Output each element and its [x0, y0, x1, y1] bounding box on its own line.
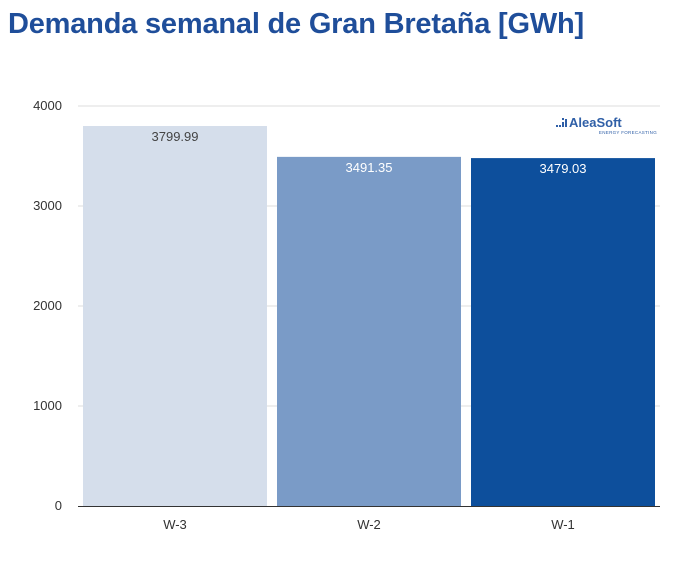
- bar-w-2: [277, 156, 461, 507]
- aleasoft-logo-tagline: ENERGY FORECASTING: [599, 130, 657, 135]
- data-label: 3799.99: [152, 129, 199, 144]
- bar-w-1: [471, 158, 655, 507]
- y-tick-label: 0: [55, 498, 62, 513]
- y-tick-label: 2000: [33, 298, 62, 313]
- x-axis-ticks: W-3 W-2 W-1: [163, 517, 575, 532]
- y-tick-label: 4000: [33, 98, 62, 113]
- bar-w-3: [83, 126, 267, 506]
- data-label: 3479.03: [540, 161, 587, 176]
- x-tick-label: W-2: [357, 517, 381, 532]
- y-tick-label: 3000: [33, 198, 62, 213]
- x-tick-label: W-1: [551, 517, 575, 532]
- chart-title: Demanda semanal de Gran Bretaña [GWh]: [8, 8, 584, 40]
- y-axis-ticks: 0 1000 2000 3000 4000: [33, 98, 62, 513]
- x-tick-label: W-3: [163, 517, 187, 532]
- aleasoft-logo-icon: [556, 118, 567, 127]
- data-label: 3491.35: [346, 160, 393, 175]
- aleasoft-logo: AleaSoft ENERGY FORECASTING: [556, 115, 657, 135]
- aleasoft-logo-text: AleaSoft: [569, 115, 622, 130]
- y-tick-label: 1000: [33, 398, 62, 413]
- bars: 3799.99 3491.35 3479.03: [83, 126, 655, 507]
